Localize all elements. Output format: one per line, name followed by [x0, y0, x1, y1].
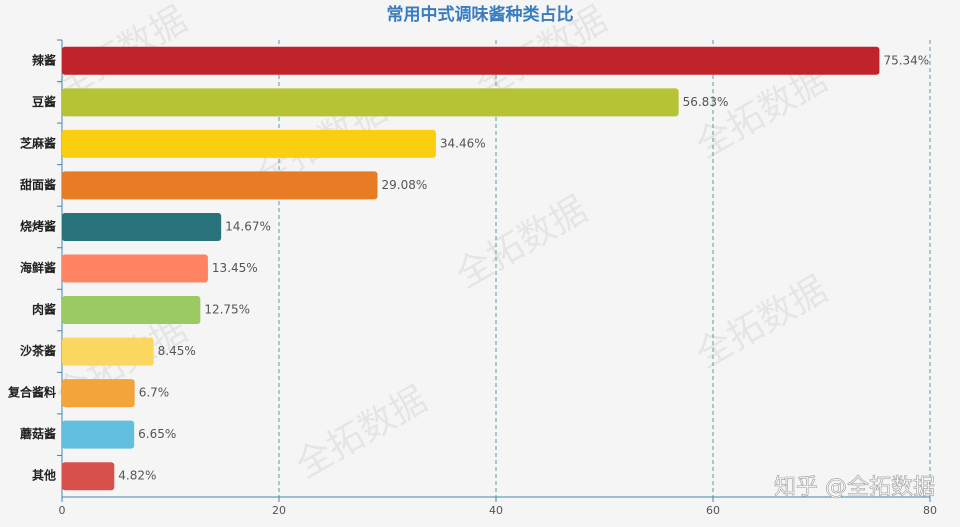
y-tick-label: 辣酱: [32, 52, 56, 67]
x-tick-label: 0: [59, 504, 66, 517]
bar: [62, 212, 222, 241]
bar: [62, 420, 135, 449]
y-tick-label: 蘑菇酱: [20, 426, 56, 441]
bar: [62, 337, 154, 366]
data-label: 8.45%: [158, 344, 196, 358]
data-label: 29.08%: [382, 178, 428, 192]
x-tick-label: 80: [923, 504, 937, 517]
y-tick-label: 沙茶酱: [20, 343, 56, 358]
x-tick-label: 20: [272, 504, 286, 517]
bar: [62, 462, 115, 491]
data-label: 14.67%: [225, 219, 271, 233]
bar: [62, 296, 201, 325]
y-tick-label: 海鲜酱: [20, 260, 56, 275]
bar: [62, 88, 679, 117]
data-label: 4.82%: [118, 469, 156, 483]
data-label: 75.34%: [883, 53, 929, 67]
credit: 知乎 @全拓数据: [774, 475, 935, 500]
y-tick-label: 肉酱: [32, 302, 56, 317]
data-label: 6.7%: [139, 386, 170, 400]
y-tick-label: 烧烤酱: [20, 218, 56, 233]
y-tick-label: 其他: [32, 468, 56, 483]
data-label: 12.75%: [204, 303, 250, 317]
bar: [62, 171, 378, 200]
bar: [62, 379, 135, 408]
data-label: 13.45%: [212, 261, 258, 275]
bar: [62, 129, 436, 158]
x-tick-label: 60: [706, 504, 720, 517]
chart-title: 常用中式调味酱种类占比: [387, 4, 574, 25]
y-tick-label: 复合酱料: [7, 385, 56, 400]
y-tick-label: 芝麻酱: [20, 135, 56, 150]
bar: [62, 254, 208, 283]
data-label: 56.83%: [683, 95, 729, 109]
x-tick-label: 40: [489, 504, 503, 517]
y-tick-label: 豆酱: [32, 94, 56, 109]
y-tick-label: 甜面酱: [20, 177, 56, 192]
data-label: 6.65%: [138, 427, 176, 441]
bar: [62, 46, 880, 75]
data-label: 34.46%: [440, 136, 486, 150]
